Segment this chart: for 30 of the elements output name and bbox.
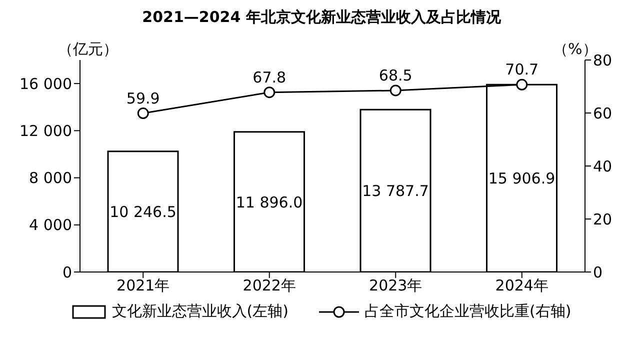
y2-tick-label: 0 xyxy=(593,263,603,282)
x-tick-label: 2023年 xyxy=(369,276,422,295)
legend-label: 文化新业态营业收入(左轴) xyxy=(112,302,288,321)
point xyxy=(390,84,402,96)
chart-title: 2021—2024 年北京文化新业态营业收入及占比情况 xyxy=(141,8,502,28)
point xyxy=(516,78,528,90)
data-label: 59.9 xyxy=(126,89,160,108)
x-tick-label: 2024年 xyxy=(495,276,548,295)
data-label: 70.7 xyxy=(505,60,539,79)
y-tick-label: 16 000 xyxy=(20,74,72,93)
data-label: 10 246.5 xyxy=(110,202,176,221)
data-label: 15 906.9 xyxy=(488,170,556,188)
point xyxy=(264,86,276,98)
data-label: 67.8 xyxy=(252,68,286,86)
x-tick-label: 2022年 xyxy=(242,276,296,295)
y-tick-label: 8 000 xyxy=(29,169,72,188)
y2-tick-label: 40 xyxy=(593,157,612,176)
point xyxy=(137,108,149,120)
y2-tick-label: 20 xyxy=(593,210,612,228)
data-label: 68.5 xyxy=(378,66,412,84)
legend-label: 占全市文化企业营收比重(右轴) xyxy=(364,302,572,321)
y-axis-title: （亿元） xyxy=(58,40,118,59)
y-tick-label: 4 000 xyxy=(29,216,72,234)
data-label: 13 787.7 xyxy=(362,182,429,200)
y2-tick-label: 80 xyxy=(593,51,612,70)
y-tick-label: 0 xyxy=(62,263,72,282)
y2-tick-label: 60 xyxy=(593,104,612,122)
x-tick-label: 2021年 xyxy=(116,276,170,295)
y-tick-label: 12 000 xyxy=(20,122,72,140)
data-label: 11 896.0 xyxy=(236,193,303,212)
